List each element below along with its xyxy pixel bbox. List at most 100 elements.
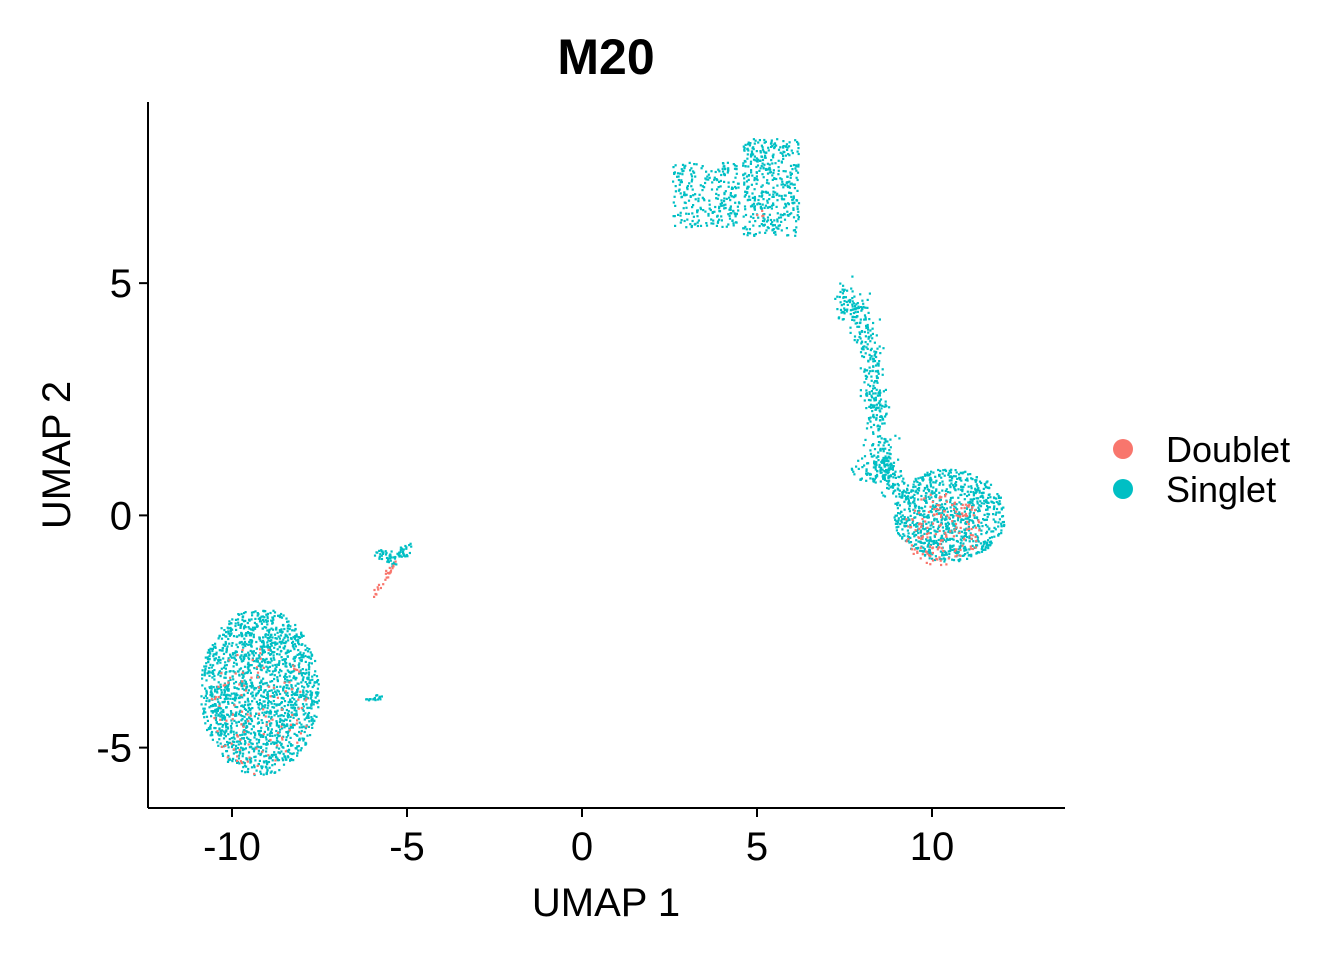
point-singlet: [998, 532, 1001, 536]
point-singlet: [947, 472, 950, 475]
point-singlet: [979, 542, 982, 545]
point-singlet: [273, 763, 276, 766]
point-singlet: [957, 548, 960, 551]
point-singlet: [266, 761, 269, 764]
point-singlet: [258, 655, 261, 658]
point-doublet: [916, 551, 919, 554]
point-singlet: [851, 305, 854, 308]
point-singlet: [967, 554, 970, 557]
point-singlet: [913, 497, 916, 500]
point-singlet: [966, 551, 969, 554]
point-singlet: [978, 508, 981, 511]
point-singlet: [202, 712, 205, 715]
point-singlet: [205, 665, 208, 668]
point-singlet: [270, 715, 273, 719]
point-singlet: [958, 530, 961, 533]
point-singlet: [850, 467, 853, 470]
point-singlet: [284, 658, 287, 661]
point-singlet: [374, 699, 377, 702]
point-singlet: [874, 392, 877, 395]
point-singlet: [776, 192, 779, 195]
point-singlet: [871, 404, 874, 407]
point-singlet: [273, 751, 276, 754]
point-singlet: [260, 726, 263, 729]
point-singlet: [210, 687, 213, 690]
point-doublet: [264, 715, 267, 718]
point-singlet: [886, 463, 889, 466]
point-singlet: [308, 668, 311, 671]
point-singlet: [254, 627, 257, 630]
point-singlet: [268, 711, 271, 714]
point-singlet: [992, 496, 996, 499]
point-singlet: [909, 523, 912, 527]
point-singlet: [892, 465, 895, 468]
point-singlet: [868, 473, 871, 476]
point-singlet: [258, 663, 262, 666]
point-doublet: [262, 733, 265, 736]
point-singlet: [266, 612, 269, 615]
point-singlet: [949, 544, 952, 547]
point-singlet: [298, 672, 301, 675]
point-singlet: [273, 677, 276, 681]
point-singlet: [890, 464, 893, 467]
point-singlet: [679, 214, 682, 217]
point-singlet: [898, 476, 901, 479]
point-singlet: [226, 760, 230, 763]
point-doublet: [218, 704, 221, 707]
point-singlet: [293, 702, 297, 705]
point-singlet: [211, 644, 214, 647]
point-singlet: [210, 694, 213, 697]
point-singlet: [713, 176, 716, 179]
point-singlet: [261, 721, 264, 724]
point-singlet: [753, 205, 756, 208]
point-singlet: [296, 745, 299, 748]
point-singlet: [1002, 506, 1005, 509]
point-singlet: [917, 489, 921, 492]
point-singlet: [280, 616, 284, 619]
point-singlet: [984, 540, 987, 543]
point-singlet: [920, 494, 923, 498]
point-singlet: [699, 224, 703, 227]
point-singlet: [222, 633, 225, 636]
point-singlet: [871, 337, 874, 340]
point-singlet: [920, 541, 923, 544]
point-singlet: [862, 444, 865, 447]
point-singlet: [877, 406, 880, 409]
point-singlet: [769, 218, 773, 222]
point-singlet: [297, 643, 301, 646]
point-singlet: [304, 644, 307, 647]
point-singlet: [260, 702, 263, 706]
point-singlet: [873, 350, 876, 353]
point-singlet: [785, 227, 788, 230]
point-singlet: [295, 691, 298, 694]
point-singlet: [933, 519, 936, 522]
point-singlet: [308, 661, 311, 665]
point-singlet: [232, 757, 235, 760]
point-singlet: [249, 639, 252, 642]
point-singlet: [296, 653, 299, 656]
point-singlet: [924, 487, 927, 490]
point-singlet: [264, 610, 267, 613]
point-singlet: [222, 666, 226, 669]
point-singlet: [215, 685, 218, 688]
point-singlet: [206, 728, 209, 732]
point-singlet: [748, 228, 751, 231]
point-singlet: [241, 737, 244, 740]
point-singlet: [279, 634, 283, 637]
point-singlet: [223, 731, 226, 734]
point-singlet: [853, 473, 856, 476]
point-singlet: [231, 744, 234, 747]
point-singlet: [873, 399, 876, 402]
point-singlet: [297, 717, 300, 721]
chart-title: M20: [557, 29, 654, 85]
point-doublet: [276, 696, 279, 699]
point-doublet: [236, 734, 239, 737]
point-singlet: [941, 505, 944, 509]
point-doublet: [256, 675, 260, 679]
point-singlet: [250, 618, 253, 621]
point-singlet: [985, 518, 988, 521]
point-singlet: [392, 556, 395, 559]
point-singlet: [221, 752, 224, 755]
point-doublet: [284, 750, 287, 753]
point-singlet: [935, 488, 938, 491]
